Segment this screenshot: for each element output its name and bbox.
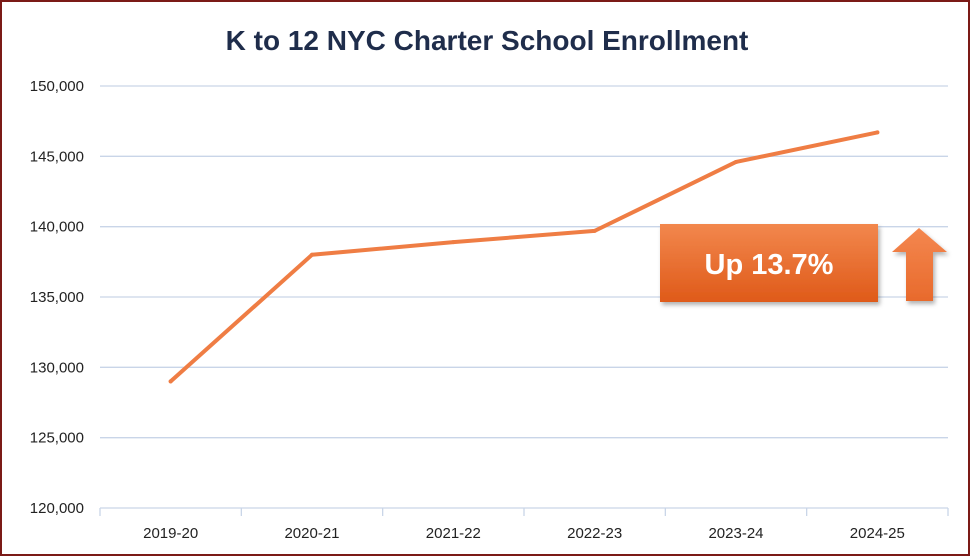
x-tick-label: 2020-21: [284, 525, 339, 542]
data-point: [734, 159, 738, 164]
x-tick-label: 2023-24: [708, 525, 763, 542]
y-tick-label: 135,000: [30, 289, 84, 306]
y-tick-label: 150,000: [30, 78, 84, 95]
callout-box: [660, 224, 878, 302]
x-tick-label: 2022-23: [567, 525, 622, 542]
series-enrollment: [168, 130, 880, 384]
gridlines: [100, 85, 948, 509]
data-point: [168, 379, 173, 384]
y-tick-label: 125,000: [30, 430, 84, 447]
y-axis-ticks: 120,000 125,000 130,000 135,000 140,000 145,0…: [30, 78, 84, 517]
y-tick-label: 130,000: [30, 359, 84, 376]
x-tick-label: 2024-25: [850, 525, 905, 542]
x-tick-label: 2019-20: [143, 525, 198, 542]
data-point: [451, 240, 456, 245]
data-point: [875, 130, 880, 135]
data-point: [310, 252, 314, 257]
callout: Up 13.7%: [660, 224, 947, 302]
y-tick-label: 145,000: [30, 148, 84, 165]
up-arrow-icon: [892, 228, 947, 301]
y-tick-label: 140,000: [30, 219, 84, 236]
x-axis-ticks: 2019-20 2020-21 2021-22 2022-23 2023-24 2024-…: [99, 508, 949, 542]
y-tick-label: 120,000: [30, 500, 84, 517]
chart-title: K to 12 NYC Charter School Enrollment: [226, 25, 749, 56]
callout-label: Up 13.7%: [705, 249, 834, 281]
data-point: [592, 228, 597, 233]
x-tick-label: 2021-22: [426, 525, 481, 542]
series-line: [168, 130, 880, 384]
